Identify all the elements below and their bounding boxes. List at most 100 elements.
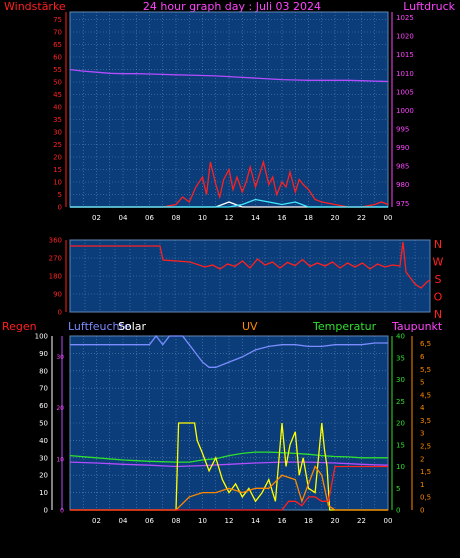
x-tick-label: 22: [357, 214, 366, 222]
x-tick-label: 08: [172, 517, 181, 525]
y-tick-label-regen: 10: [56, 456, 64, 463]
y-tick-label-humidity: 50: [39, 420, 48, 428]
y-tick-label-uv: 0,5: [420, 494, 431, 502]
y-tick-label-wind: 0: [58, 204, 62, 212]
x-tick-label: 12: [225, 214, 234, 222]
y-tick-label-wind: 65: [53, 41, 62, 49]
y-tick-label-humidity: 70: [39, 385, 48, 393]
x-tick-label: 14: [251, 214, 260, 222]
y-tick-label-wind: 55: [53, 66, 62, 74]
y-tick-label-regen: 20: [56, 405, 64, 412]
x-tick-label: 02: [92, 517, 101, 525]
y-tick-label-uv: 2: [420, 455, 424, 463]
y-tick-label-wind: 75: [53, 16, 62, 24]
y-tick-label-uv: 0: [420, 507, 424, 515]
y-tick-label-uv: 6: [420, 353, 425, 361]
y-tick-label-direction: 180: [49, 273, 62, 281]
series-line-2-2: [69, 461, 389, 468]
y-tick-label-regen: 0: [60, 508, 64, 515]
y-tick-label-wind: 60: [53, 54, 62, 62]
label-solar: Solar: [118, 320, 147, 333]
y-tick-label-temp: 5: [396, 485, 400, 493]
y-tick-label-pressure: 1020: [396, 33, 414, 41]
x-tick-label: 16: [278, 214, 287, 222]
y-tick-label-humidity: 40: [39, 437, 48, 445]
y-tick-label-uv: 5,5: [420, 366, 431, 374]
y-tick-label-wind: 70: [53, 29, 62, 37]
y-tick-label-humidity: 100: [35, 333, 48, 341]
y-tick-label-temp: 25: [396, 398, 405, 406]
y-tick-label-humidity: 0: [44, 507, 48, 515]
y-tick-label-wind: 5: [58, 191, 62, 199]
compass-label: N: [434, 238, 442, 251]
y-tick-label-temp: 0: [396, 507, 400, 515]
y-tick-label-humidity: 90: [39, 350, 48, 358]
x-tick-label: 08: [172, 214, 181, 222]
y-tick-label-wind: 45: [53, 91, 62, 99]
y-tick-label-wind: 20: [53, 154, 62, 162]
y-tick-label-uv: 5: [420, 379, 424, 387]
series-line-2-5: [70, 465, 388, 511]
x-tick-label: 06: [145, 517, 154, 525]
y-tick-label-pressure: 985: [396, 163, 409, 171]
y-tick-label-direction: 0: [58, 309, 62, 317]
y-tick-label-uv: 3: [420, 430, 424, 438]
x-tick-label: 02: [92, 214, 101, 222]
y-tick-label-humidity: 20: [39, 472, 48, 480]
y-tick-label-pressure: 990: [396, 144, 409, 152]
label-uv: UV: [242, 320, 258, 333]
y-tick-label-uv: 1: [420, 481, 424, 489]
y-tick-label-pressure: 1000: [396, 107, 414, 115]
y-tick-label-uv: 3,5: [420, 417, 431, 425]
y-tick-label-wind: 10: [53, 179, 62, 187]
y-tick-label-wind: 35: [53, 116, 62, 124]
y-tick-label-temp: 10: [396, 463, 405, 471]
series-line-2-4: [70, 465, 388, 511]
chart-title: 24 hour graph day : Juli 03 2024: [143, 0, 321, 13]
x-tick-label: 20: [331, 517, 340, 525]
x-tick-label: 22: [357, 517, 366, 525]
y-tick-label-pressure: 1010: [396, 70, 414, 78]
compass-label: O: [434, 291, 443, 304]
x-tick-label: 06: [145, 214, 154, 222]
x-tick-label: 18: [304, 517, 313, 525]
x-tick-label: 10: [198, 517, 207, 525]
y-tick-label-uv: 2,5: [420, 443, 431, 451]
x-tick-label: 20: [331, 214, 340, 222]
y-tick-label-wind: 15: [53, 166, 62, 174]
y-tick-label-temp: 20: [396, 420, 405, 428]
x-tick-label: 16: [278, 517, 287, 525]
x-tick-label: 04: [119, 517, 128, 525]
y-tick-label-direction: 360: [49, 237, 62, 245]
y-tick-label-direction: 90: [53, 291, 62, 299]
label-humidity: Luftfeuchte: [68, 320, 131, 333]
series-line-0-1: [70, 159, 389, 208]
y-tick-label-wind: 40: [53, 104, 62, 112]
y-tick-label-regen: 30: [56, 354, 64, 361]
y-tick-label-pressure: 1025: [396, 14, 414, 22]
y-tick-label-wind: 25: [53, 141, 62, 149]
ylabel-wind: Windstärke: [4, 0, 66, 13]
y-tick-label-humidity: 80: [39, 367, 48, 375]
y-tick-label-temp: 35: [396, 354, 405, 362]
x-tick-label: 18: [304, 214, 313, 222]
y-tick-label-temp: 15: [396, 441, 405, 449]
label-temp: Temperatur: [312, 320, 377, 333]
series-line-1-0: [70, 241, 431, 289]
y-tick-label-pressure: 1005: [396, 88, 414, 96]
x-tick-label: 10: [198, 214, 207, 222]
label-regen: Regen: [2, 320, 37, 333]
series-line-2-3: [70, 422, 388, 511]
y-tick-label-humidity: 10: [39, 489, 48, 497]
ylabel-pressure: Luftdruck: [403, 0, 455, 13]
y-tick-label-temp: 30: [396, 376, 405, 384]
y-tick-label-pressure: 980: [396, 181, 409, 189]
y-tick-label-uv: 4,5: [420, 391, 431, 399]
x-tick-label: 12: [225, 517, 234, 525]
y-tick-label-pressure: 995: [396, 126, 409, 134]
x-tick-label: 14: [251, 517, 260, 525]
y-tick-label-uv: 1,5: [420, 468, 431, 476]
y-tick-label-direction: 270: [49, 255, 62, 263]
y-tick-label-humidity: 60: [39, 402, 48, 410]
